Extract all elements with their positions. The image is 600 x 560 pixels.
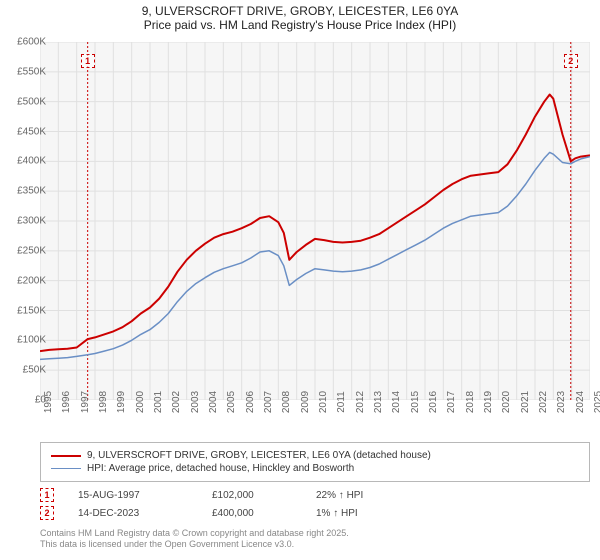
x-tick-label: 2020 [501, 391, 512, 413]
legend-box: 9, ULVERSCROFT DRIVE, GROBY, LEICESTER, … [40, 442, 590, 482]
x-tick-label: 2003 [190, 391, 201, 413]
chart-container: 9, ULVERSCROFT DRIVE, GROBY, LEICESTER, … [0, 0, 600, 560]
data-point-marker-2: 2 [40, 506, 54, 520]
x-tick-label: 2006 [245, 391, 256, 413]
x-tick-label: 2015 [410, 391, 421, 413]
x-tick-label: 2007 [263, 391, 274, 413]
y-tick-label: £550K [6, 66, 46, 77]
y-tick-label: £150K [6, 305, 46, 316]
x-tick-label: 2009 [300, 391, 311, 413]
data-point-price: £400,000 [212, 508, 292, 519]
y-tick-label: £600K [6, 37, 46, 48]
x-tick-label: 2019 [483, 391, 494, 413]
x-tick-label: 2023 [556, 391, 567, 413]
chart-subtitle: Price paid vs. HM Land Registry's House … [0, 18, 600, 32]
footer-attribution: Contains HM Land Registry data © Crown c… [40, 528, 590, 550]
x-tick-label: 1997 [80, 391, 91, 413]
x-tick-label: 2012 [355, 391, 366, 413]
footer-line-2: This data is licensed under the Open Gov… [40, 539, 590, 550]
x-tick-label: 2013 [373, 391, 384, 413]
plot-svg [40, 42, 590, 400]
x-tick-label: 1995 [43, 391, 54, 413]
x-tick-label: 2000 [135, 391, 146, 413]
plot-area [40, 42, 590, 400]
x-tick-label: 1998 [98, 391, 109, 413]
data-point-row: 2 14-DEC-2023 £400,000 1% ↑ HPI [40, 504, 590, 522]
data-point-date: 14-DEC-2023 [78, 508, 188, 519]
y-tick-label: £450K [6, 126, 46, 137]
legend-row-hpi: HPI: Average price, detached house, Hinc… [51, 462, 579, 475]
data-point-delta: 1% ↑ HPI [316, 508, 406, 519]
data-point-price: £102,000 [212, 490, 292, 501]
y-tick-label: £400K [6, 156, 46, 167]
plot-marker-2: 2 [564, 54, 578, 68]
y-tick-label: £50K [6, 365, 46, 376]
x-tick-label: 2002 [171, 391, 182, 413]
x-tick-label: 2001 [153, 391, 164, 413]
x-tick-label: 2014 [391, 391, 402, 413]
x-tick-label: 2018 [465, 391, 476, 413]
x-tick-label: 1996 [61, 391, 72, 413]
data-point-marker-1: 1 [40, 488, 54, 502]
footer-line-1: Contains HM Land Registry data © Crown c… [40, 528, 590, 539]
x-tick-label: 2025 [593, 391, 600, 413]
data-points-table: 1 15-AUG-1997 £102,000 22% ↑ HPI 2 14-DE… [40, 486, 590, 522]
legend-label-hpi: HPI: Average price, detached house, Hinc… [87, 463, 354, 474]
legend-label-property: 9, ULVERSCROFT DRIVE, GROBY, LEICESTER, … [87, 450, 431, 461]
data-point-date: 15-AUG-1997 [78, 490, 188, 501]
x-tick-label: 2024 [575, 391, 586, 413]
y-tick-label: £100K [6, 335, 46, 346]
plot-marker-1: 1 [81, 54, 95, 68]
chart-titles: 9, ULVERSCROFT DRIVE, GROBY, LEICESTER, … [0, 0, 600, 34]
y-tick-label: £0 [6, 395, 46, 406]
chart-title: 9, ULVERSCROFT DRIVE, GROBY, LEICESTER, … [0, 4, 600, 18]
x-tick-label: 2021 [520, 391, 531, 413]
y-tick-label: £350K [6, 186, 46, 197]
x-tick-label: 2005 [226, 391, 237, 413]
x-tick-label: 2004 [208, 391, 219, 413]
x-tick-label: 1999 [116, 391, 127, 413]
data-point-row: 1 15-AUG-1997 £102,000 22% ↑ HPI [40, 486, 590, 504]
x-tick-label: 2008 [281, 391, 292, 413]
y-tick-label: £300K [6, 216, 46, 227]
legend-row-property: 9, ULVERSCROFT DRIVE, GROBY, LEICESTER, … [51, 449, 579, 462]
y-tick-label: £200K [6, 275, 46, 286]
data-point-delta: 22% ↑ HPI [316, 490, 406, 501]
legend-swatch-hpi [51, 468, 81, 469]
legend-swatch-property [51, 455, 81, 457]
x-tick-label: 2016 [428, 391, 439, 413]
x-tick-label: 2010 [318, 391, 329, 413]
y-tick-label: £500K [6, 96, 46, 107]
x-tick-label: 2022 [538, 391, 549, 413]
y-tick-label: £250K [6, 245, 46, 256]
x-tick-label: 2011 [336, 391, 347, 413]
x-tick-label: 2017 [446, 391, 457, 413]
